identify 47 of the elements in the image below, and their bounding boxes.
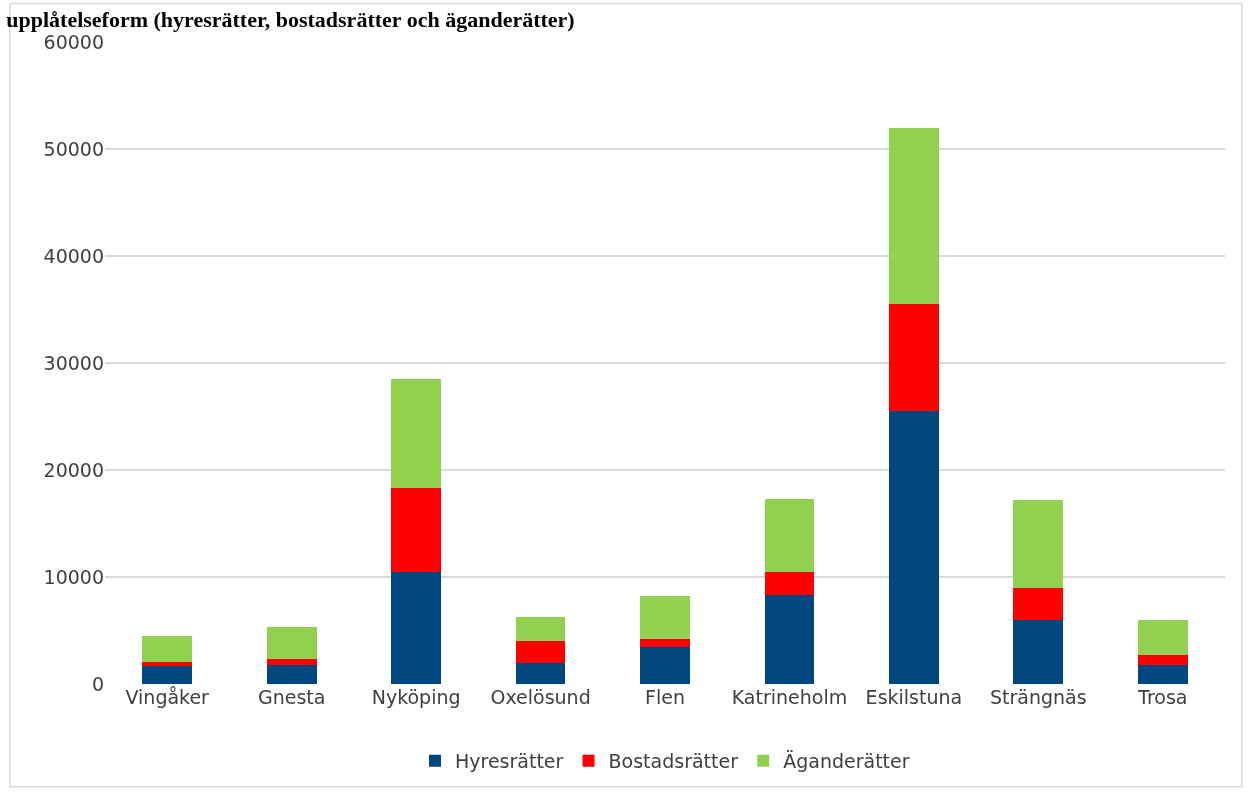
y-tick-label: 20000 [43,458,104,481]
x-tick-label: Flen [645,686,685,708]
bar [266,659,317,665]
bar [391,571,441,684]
bar [764,595,815,684]
bar [515,641,566,663]
bar [1137,664,1188,684]
bar [1013,587,1064,620]
bar [266,664,317,684]
x-tick-label: Trosa [1137,686,1188,708]
bar [889,304,939,412]
x-tick-label: Oxelösund [490,686,591,708]
bar [142,635,193,662]
bar [142,661,193,666]
y-tick-label: 50000 [43,137,104,160]
y-tick-label: 60000 [43,30,104,53]
bar [764,498,815,572]
legend-label: Bostadsrätter [608,750,739,773]
chart-title: upplåtelseform (hyresrätter, bostadsrätter och äganderätter) [6,7,575,33]
legend-label: Äganderätter [783,750,910,773]
y-tick-label: 40000 [43,244,104,267]
x-tick-label: Eskilstuna [865,686,963,708]
y-tick-label: 0 [91,672,104,695]
x-tick-label: Katrineholm [731,686,848,708]
bar [1137,655,1188,665]
bar [889,411,939,684]
bar [515,616,566,642]
x-tick-label: Vingåker [125,686,210,708]
x-tick-label: Nyköping [371,686,461,708]
bar [266,627,317,660]
bar [142,665,193,684]
bar [391,488,441,572]
y-tick-label: 10000 [43,565,104,588]
bar [764,571,815,596]
x-tick-label: Strängnäs [990,686,1087,708]
bar [640,596,690,640]
bar [391,379,441,489]
bar [1013,499,1064,588]
bar [640,646,690,684]
y-tick-label: 30000 [43,351,104,374]
legend-label: Hyresrätter [455,750,564,773]
x-tick-label: Gnesta [257,686,326,708]
bar [640,639,690,647]
bar [515,662,566,684]
bar [1137,619,1188,656]
bar [1013,619,1064,684]
bar [889,127,939,305]
